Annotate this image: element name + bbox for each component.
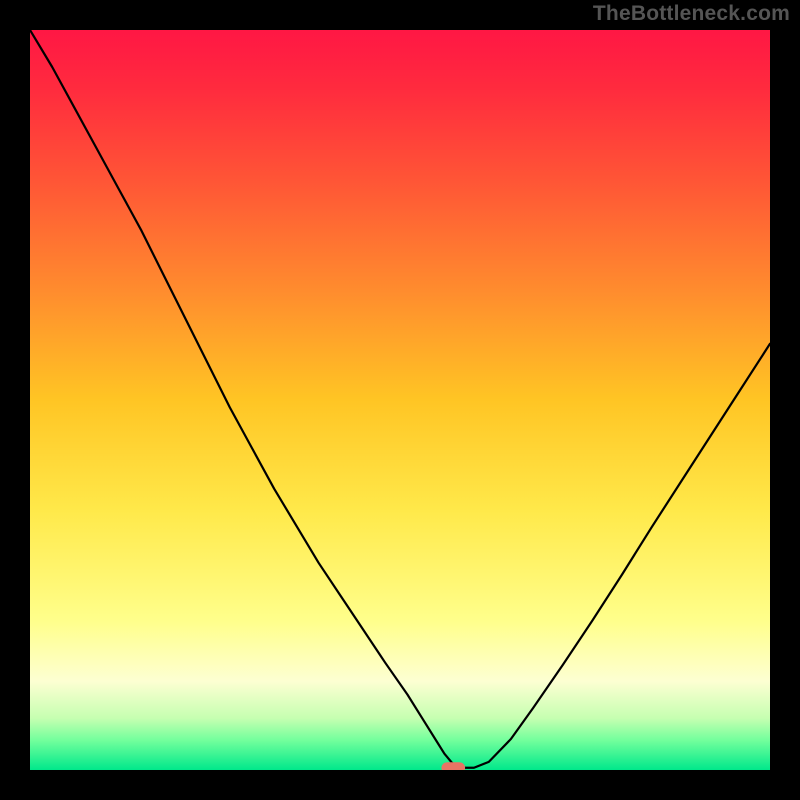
plot-area xyxy=(30,30,770,770)
optimum-marker xyxy=(30,30,770,770)
watermark-text: TheBottleneck.com xyxy=(593,2,790,26)
